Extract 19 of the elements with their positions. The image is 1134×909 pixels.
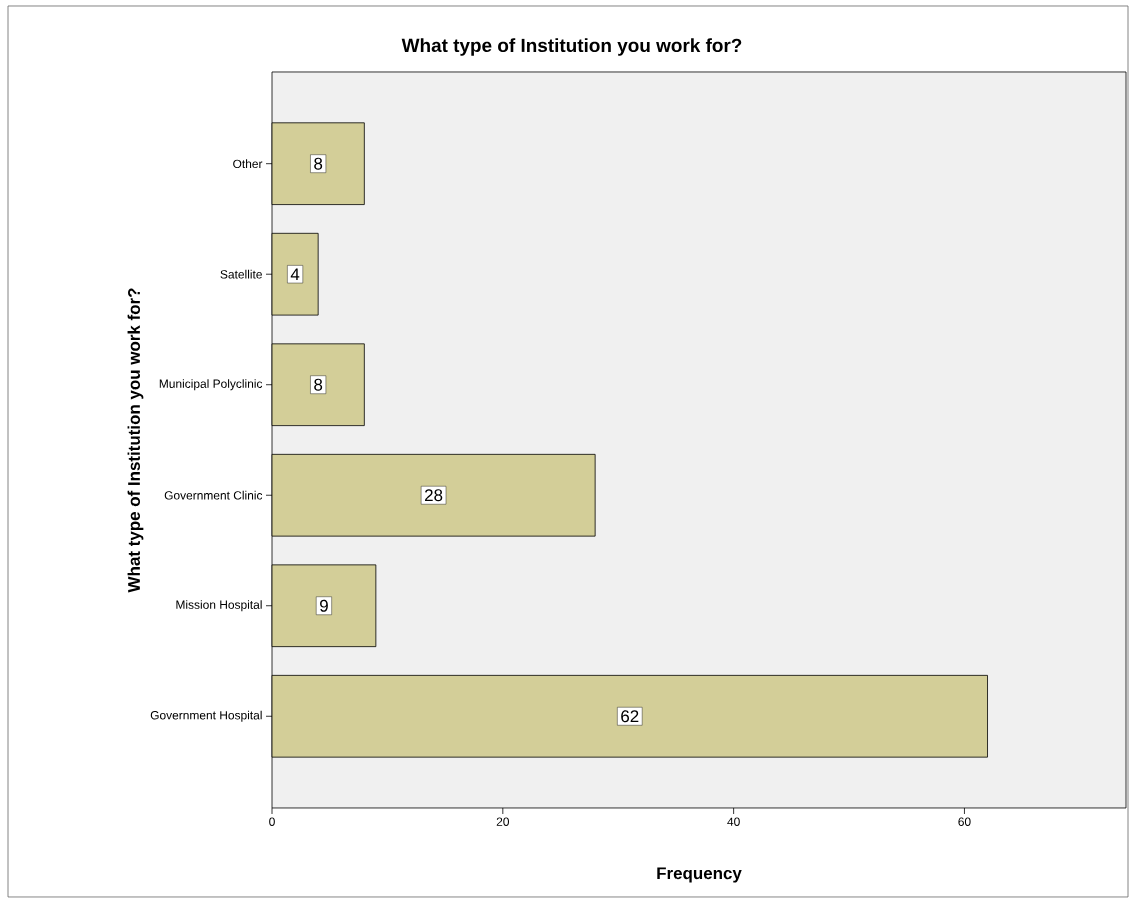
data-label: 4 [290,268,300,281]
y-tick-label: Government Hospital [150,710,262,722]
data-label: 8 [314,157,323,170]
x-axis-title: Frequency [657,867,742,883]
data-label: 9 [320,599,328,612]
x-tick-label: 0 [269,817,275,826]
x-tick-label: 20 [496,817,509,826]
data-label: 62 [621,710,639,723]
y-tick-label: Other [233,159,263,169]
chart-title: What type of Institution you work for? [401,38,742,56]
y-tick-label: Satellite [220,269,262,279]
x-tick-label: 40 [727,817,740,826]
y-tick-label: Government Clinic [164,490,263,500]
y-axis-title: What type of Institution you work for? [127,288,144,593]
y-tick-label: Mission Hospital [176,600,262,612]
y-tick-label: Municipal Polyclinic [159,379,263,391]
data-label: 28 [425,489,443,502]
data-label: 8 [314,378,323,391]
x-tick-label: 60 [958,817,971,826]
